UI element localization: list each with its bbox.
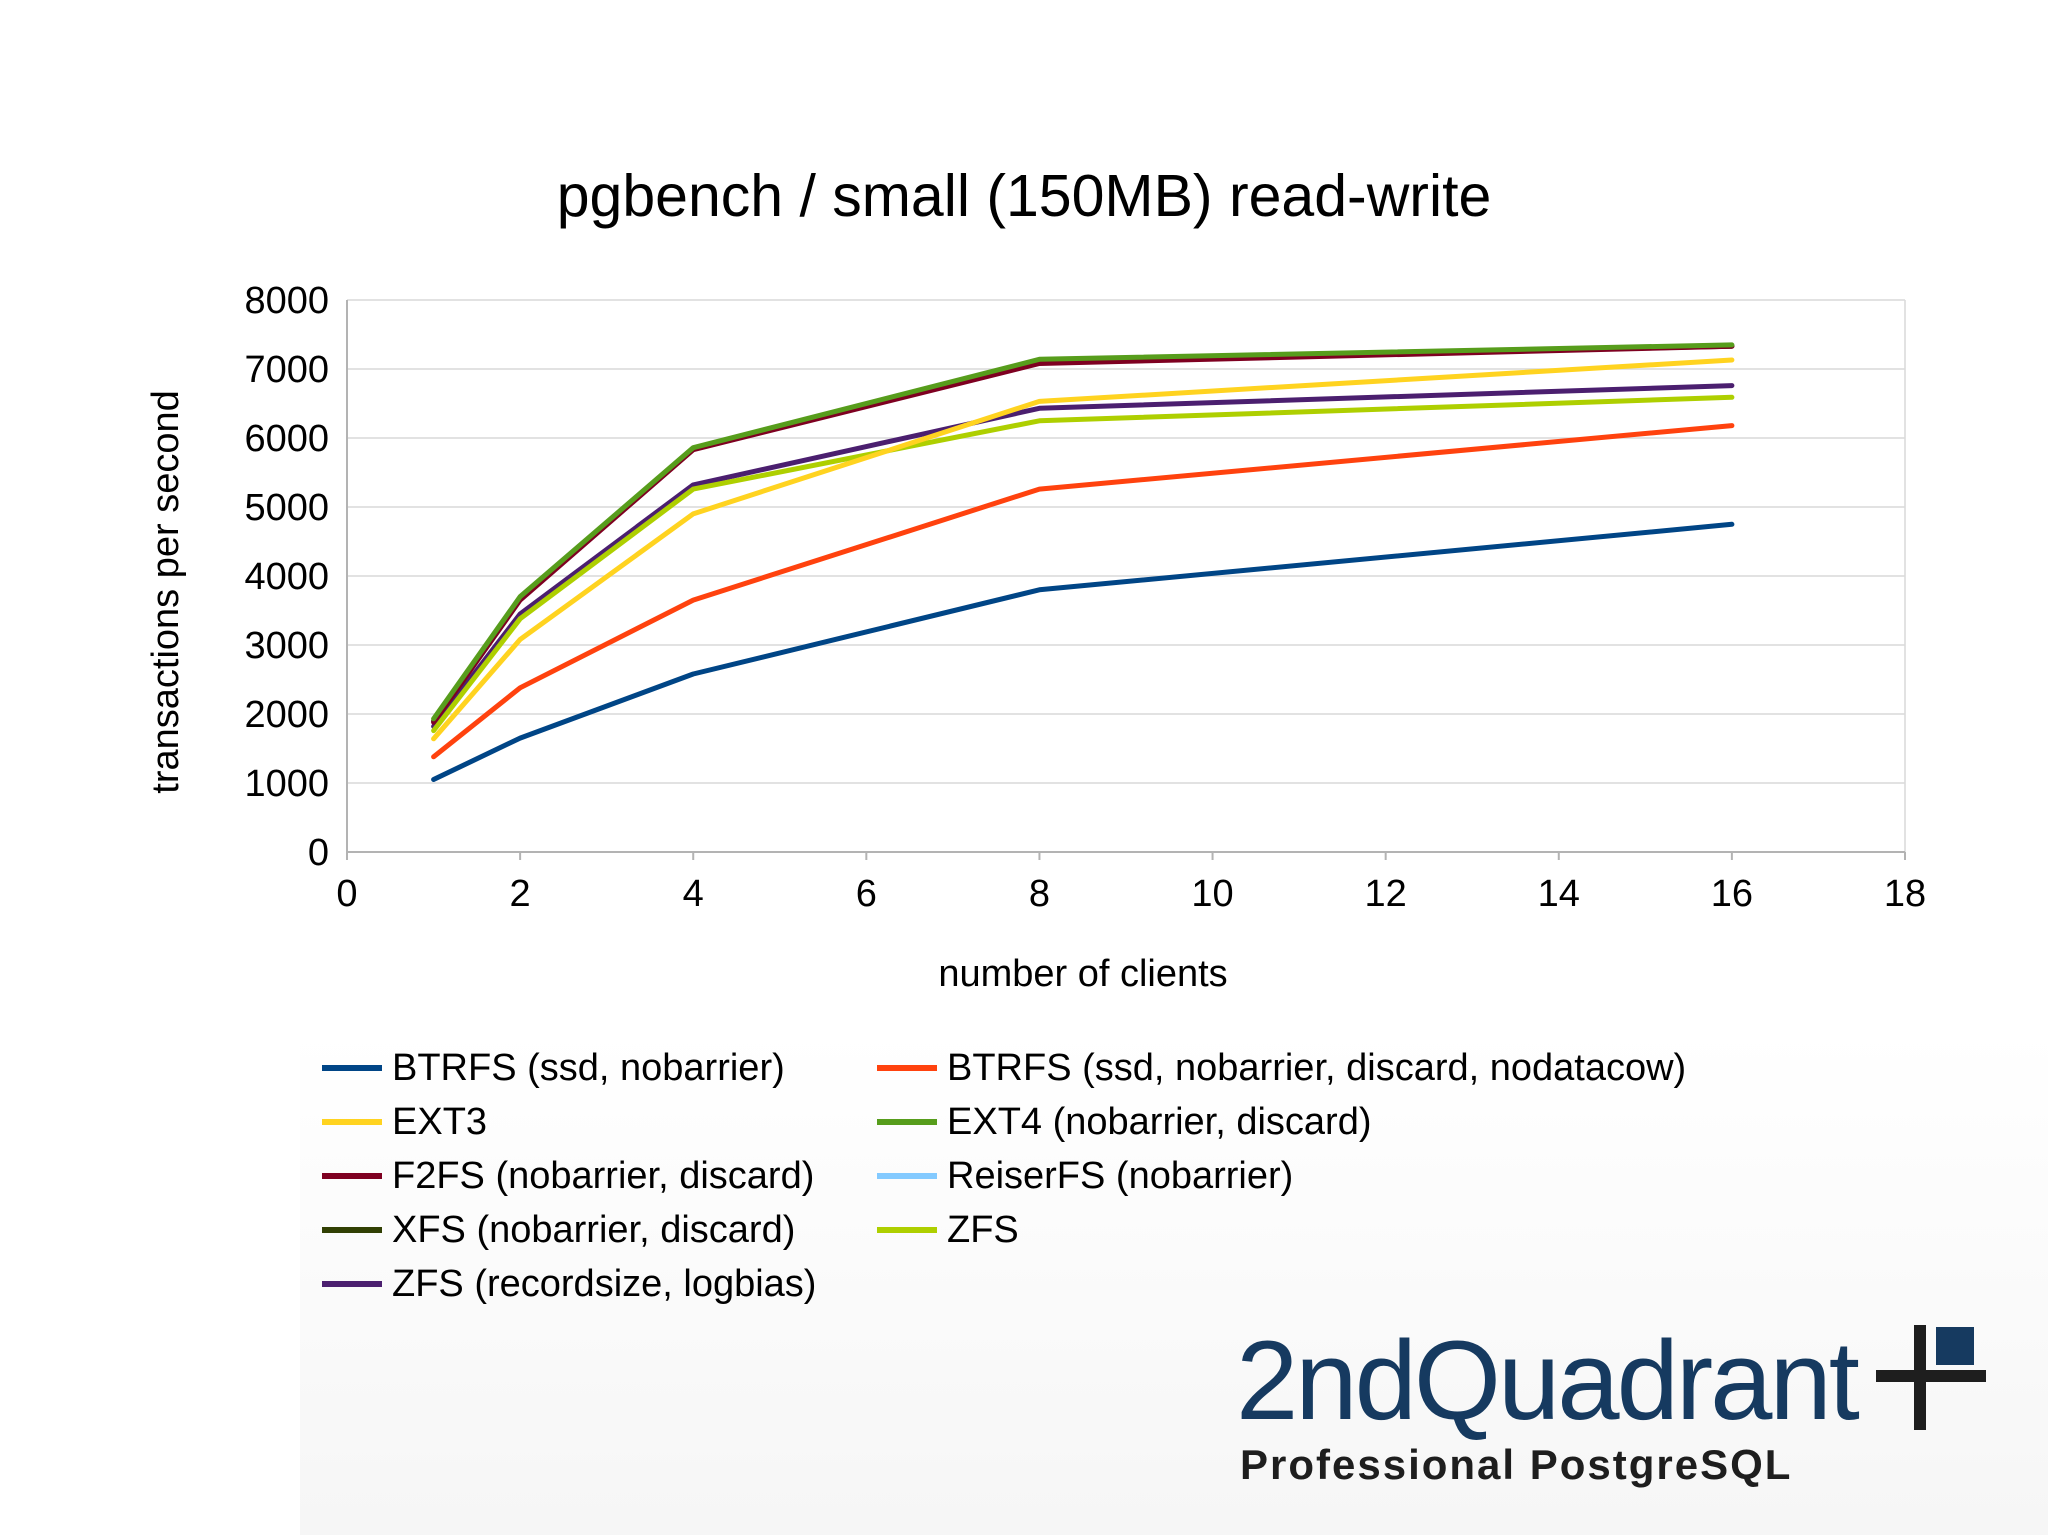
line-chart: 0 1000 2000 3000 4000 5000 6000 7000 8000 0 2 4 6 8 10…	[145, 280, 1926, 995]
x-tick-label: 16	[1711, 873, 1753, 915]
axes	[346, 300, 1906, 860]
y-tick-label: 1000	[244, 763, 329, 805]
legend-label: EXT4 (nobarrier, discard)	[947, 1100, 1372, 1143]
x-tick-label: 14	[1538, 873, 1580, 915]
legend-label: EXT3	[392, 1100, 488, 1143]
legend-item: F2FS (nobarrier, discard)	[322, 1153, 877, 1199]
x-tick-label: 18	[1884, 873, 1926, 915]
chart-title: pgbench / small (150MB) read-write	[556, 163, 1492, 229]
x-tick-label: 4	[683, 873, 704, 915]
legend-item: BTRFS (ssd, nobarrier)	[322, 1045, 877, 1091]
legend-item: ZFS (recordsize, logbias)	[322, 1261, 877, 1307]
legend-swatch	[322, 1227, 382, 1233]
series-line-3	[431, 342, 1735, 722]
y-tick-label: 4000	[244, 556, 329, 598]
y-tick-label: 8000	[244, 280, 329, 322]
legend-swatch	[877, 1173, 937, 1179]
background-tint	[300, 1030, 2048, 1535]
y-tick-label: 0	[308, 832, 329, 874]
legend-label: F2FS (nobarrier, discard)	[392, 1154, 815, 1197]
series-line-7	[431, 394, 1735, 734]
y-tick-label: 5000	[244, 487, 329, 529]
logo-cross-icon	[1876, 1325, 1986, 1430]
x-tick-label: 10	[1191, 873, 1233, 915]
legend-swatch	[322, 1119, 382, 1125]
y-tick-label: 2000	[244, 694, 329, 736]
series-lines	[431, 342, 1735, 782]
legend-swatch	[877, 1119, 937, 1125]
x-axis-title: number of clients	[938, 953, 1227, 995]
legend-swatch	[322, 1173, 382, 1179]
logo-tagline: Professional PostgreSQL	[1240, 1441, 1793, 1488]
legend-swatch	[322, 1281, 382, 1287]
legend-swatch	[877, 1227, 937, 1233]
grid-lines	[347, 299, 1906, 852]
series-line-8	[431, 383, 1735, 729]
legend-item: BTRFS (ssd, nobarrier, discard, nodataco…	[877, 1045, 1777, 1091]
tick-labels: 0 1000 2000 3000 4000 5000 6000 7000 8000 0 2 4 6 8 10…	[244, 280, 1926, 915]
y-axis-title: transactions per second	[145, 390, 187, 793]
legend-item: XFS (nobarrier, discard)	[322, 1207, 877, 1253]
legend-swatch	[877, 1065, 937, 1071]
y-tick-label: 6000	[244, 418, 329, 460]
y-tick-label: 3000	[244, 625, 329, 667]
series-line-1	[431, 423, 1735, 760]
legend-item: EXT4 (nobarrier, discard)	[877, 1099, 1777, 1145]
y-tick-label: 7000	[244, 349, 329, 391]
company-logo: 2ndQuadrant Professional PostgreSQL	[1236, 1325, 1996, 1495]
legend-label: ReiserFS (nobarrier)	[947, 1154, 1294, 1197]
legend-label: ZFS	[947, 1208, 1019, 1251]
x-tick-label: 0	[336, 873, 357, 915]
legend-item: ZFS	[877, 1207, 1777, 1253]
legend-item: EXT3	[322, 1099, 877, 1145]
x-tick-label: 8	[1029, 873, 1050, 915]
legend-item: ReiserFS (nobarrier)	[877, 1153, 1777, 1199]
logo-wordmark: 2ndQuadrant	[1236, 1318, 1860, 1443]
legend-label: BTRFS (ssd, nobarrier)	[392, 1046, 785, 1089]
legend-label: ZFS (recordsize, logbias)	[392, 1262, 817, 1305]
legend-swatch	[322, 1065, 382, 1071]
x-tick-label: 6	[856, 873, 877, 915]
x-tick-label: 2	[510, 873, 531, 915]
legend-label: XFS (nobarrier, discard)	[392, 1208, 796, 1251]
legend-label: BTRFS (ssd, nobarrier, discard, nodataco…	[947, 1046, 1687, 1089]
series-line-2	[431, 357, 1735, 742]
series-line-0	[431, 521, 1735, 782]
x-tick-label: 12	[1365, 873, 1407, 915]
legend: BTRFS (ssd, nobarrier) BTRFS (ssd, nobarr…	[322, 1045, 1822, 1307]
